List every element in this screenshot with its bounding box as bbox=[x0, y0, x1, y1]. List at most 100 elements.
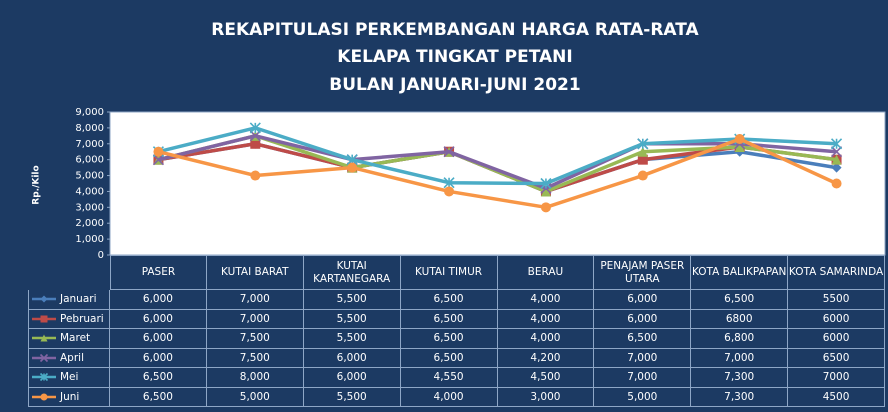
legend-key bbox=[32, 315, 56, 323]
y-tick-label: 2,000 bbox=[75, 218, 104, 229]
data-label: 6,500 bbox=[110, 387, 207, 407]
data-label: 5,500 bbox=[303, 290, 401, 310]
x-tick-label: BERAU bbox=[497, 255, 595, 290]
x-tick-label: PENAJAM PASER UTARA bbox=[594, 255, 692, 290]
y-axis-label: Rp./Kilo bbox=[32, 165, 42, 204]
data-label: 4,200 bbox=[497, 348, 595, 368]
y-tick-label: 4,000 bbox=[75, 186, 104, 197]
data-label: 6,000 bbox=[110, 290, 207, 310]
data-table: PASER KUTAI BARAT KUTAI KARTANEGARA KUTAI T… bbox=[28, 255, 885, 407]
data-label: 6,500 bbox=[691, 290, 789, 310]
data-label: 4,500 bbox=[497, 368, 595, 388]
data-label: 7,000 bbox=[206, 309, 304, 329]
marker bbox=[540, 202, 551, 213]
chart-title: REKAPITULASI PERKEMBANGAN HARGA RATA-RAT… bbox=[211, 20, 699, 40]
data-label: 6,500 bbox=[400, 290, 498, 310]
data-label: 3,000 bbox=[497, 387, 595, 407]
marker bbox=[540, 186, 551, 197]
marker bbox=[830, 146, 843, 158]
data-label: 4500 bbox=[788, 387, 885, 407]
x-tick-label: KOTA BALIKPAPAN bbox=[691, 255, 789, 290]
data-label: 6,500 bbox=[400, 329, 498, 349]
data-label: 6,000 bbox=[303, 368, 401, 388]
data-label: 5,000 bbox=[206, 387, 304, 407]
marker bbox=[39, 353, 49, 362]
y-tick-label: 6,000 bbox=[75, 155, 104, 166]
x-tick-label: KOTA SAMARINDA bbox=[788, 255, 885, 290]
marker bbox=[152, 154, 165, 166]
marker bbox=[249, 130, 261, 142]
marker bbox=[444, 186, 455, 197]
data-label: 7,000 bbox=[206, 290, 304, 310]
data-label: 5500 bbox=[788, 290, 885, 310]
data-label: 7,300 bbox=[691, 368, 789, 388]
data-label: 6,500 bbox=[400, 348, 498, 368]
x-tick-label: PASER bbox=[110, 255, 207, 290]
marker bbox=[830, 138, 843, 150]
marker bbox=[540, 177, 552, 190]
data-label: 6,000 bbox=[110, 348, 207, 368]
legend-entry: April bbox=[28, 348, 110, 368]
legend-key bbox=[32, 373, 56, 382]
data-label: 7000 bbox=[788, 368, 885, 388]
marker bbox=[443, 177, 455, 189]
x-tick-label: KUTAI KARTANEGARA bbox=[303, 255, 401, 290]
data-label: 4,550 bbox=[400, 368, 498, 388]
marker bbox=[637, 170, 648, 181]
y-tick-label: 9,000 bbox=[75, 107, 104, 118]
legend-entry: Juni bbox=[28, 387, 110, 407]
y-tick-label: 1,000 bbox=[75, 234, 104, 245]
legend-key bbox=[32, 353, 56, 362]
legend-label: Maret bbox=[60, 332, 91, 345]
data-label: 5,500 bbox=[303, 329, 401, 349]
marker bbox=[40, 334, 48, 342]
marker bbox=[734, 141, 745, 152]
data-label: 4,000 bbox=[497, 329, 595, 349]
marker bbox=[443, 146, 455, 158]
marker bbox=[734, 134, 745, 145]
legend-entry: Pebruari bbox=[28, 309, 110, 329]
y-tick-label: 0 bbox=[98, 250, 104, 261]
marker bbox=[637, 154, 648, 165]
marker bbox=[831, 162, 842, 173]
marker bbox=[250, 138, 261, 149]
marker bbox=[637, 138, 649, 150]
data-label: 6,000 bbox=[594, 290, 692, 310]
data-label: 5,000 bbox=[594, 387, 692, 407]
data-label: 6,500 bbox=[110, 368, 207, 388]
legend-entry: Mei bbox=[28, 368, 110, 388]
data-label: 7,000 bbox=[594, 368, 692, 388]
x-tick-label: KUTAI BARAT bbox=[206, 255, 304, 290]
legend-label: April bbox=[60, 351, 84, 364]
data-label: 7,000 bbox=[691, 348, 789, 368]
y-tick-label: 8,000 bbox=[75, 123, 104, 134]
legend-entry: Januari bbox=[28, 290, 110, 310]
data-label: 6,000 bbox=[110, 329, 207, 349]
data-label: 5,500 bbox=[303, 309, 401, 329]
data-label: 4,000 bbox=[400, 387, 498, 407]
y-tick-label: 7,000 bbox=[75, 139, 104, 150]
marker bbox=[831, 178, 842, 189]
legend-label: Juni bbox=[60, 390, 80, 403]
y-tick-label: 5,000 bbox=[75, 171, 104, 182]
data-label: 6,500 bbox=[400, 309, 498, 329]
marker bbox=[831, 154, 842, 165]
series-line bbox=[158, 137, 838, 210]
legend-label: Januari bbox=[60, 293, 97, 306]
data-label: 6000 bbox=[788, 329, 885, 349]
marker bbox=[40, 295, 48, 303]
data-label: 7,500 bbox=[206, 348, 304, 368]
data-label: 4,000 bbox=[497, 290, 595, 310]
data-label: 4,000 bbox=[497, 309, 595, 329]
data-label: 6,800 bbox=[691, 329, 789, 349]
chart-title: KELAPA TINGKAT PETANI bbox=[337, 47, 572, 67]
data-label: 6,500 bbox=[594, 329, 692, 349]
data-label: 6,000 bbox=[594, 309, 692, 329]
legend-entry: Maret bbox=[28, 329, 110, 349]
data-label: 7,000 bbox=[594, 348, 692, 368]
data-label: 7,300 bbox=[691, 387, 789, 407]
data-label: 6500 bbox=[788, 348, 885, 368]
marker bbox=[153, 146, 164, 157]
